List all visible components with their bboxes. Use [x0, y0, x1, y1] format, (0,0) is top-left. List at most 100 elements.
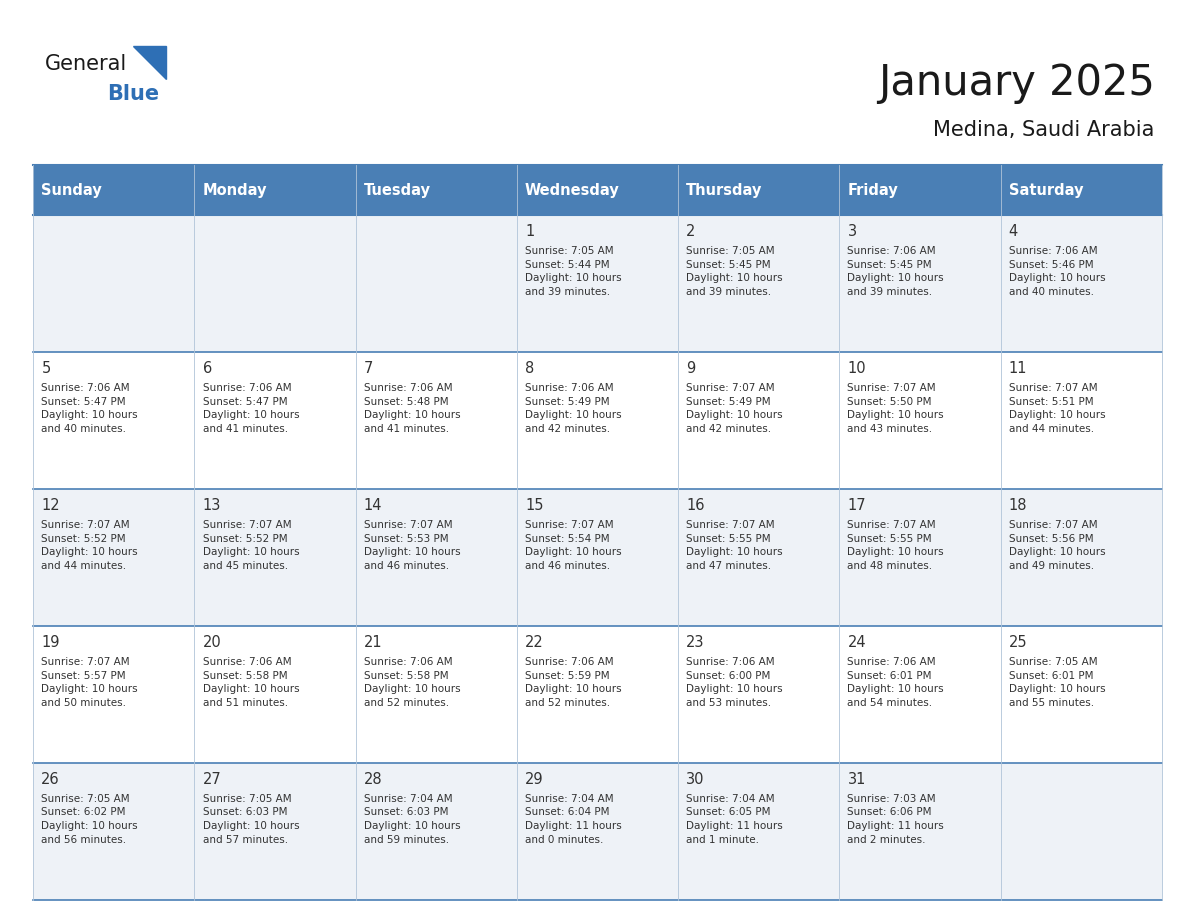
Text: Sunrise: 7:05 AM
Sunset: 6:01 PM
Daylight: 10 hours
and 55 minutes.: Sunrise: 7:05 AM Sunset: 6:01 PM Dayligh… [1009, 657, 1105, 708]
Bar [1000, 215, 1162, 352]
Bar [1000, 352, 1162, 488]
Text: 8: 8 [525, 361, 535, 376]
Bar [678, 215, 840, 352]
Text: Sunday: Sunday [42, 183, 102, 197]
Bar [33, 488, 195, 626]
Bar [355, 215, 517, 352]
Text: Sunrise: 7:05 AM
Sunset: 5:44 PM
Daylight: 10 hours
and 39 minutes.: Sunrise: 7:05 AM Sunset: 5:44 PM Dayligh… [525, 246, 621, 297]
Bar [33, 352, 195, 488]
Bar [195, 352, 355, 488]
Bar [840, 763, 1000, 900]
Bar [678, 165, 840, 215]
Text: 22: 22 [525, 635, 544, 650]
Text: General: General [45, 54, 127, 74]
Text: 4: 4 [1009, 224, 1018, 239]
Bar [355, 626, 517, 763]
Text: Monday: Monday [202, 183, 267, 197]
Bar [1000, 763, 1162, 900]
Bar [840, 626, 1000, 763]
Text: 21: 21 [364, 635, 383, 650]
Text: Sunrise: 7:07 AM
Sunset: 5:51 PM
Daylight: 10 hours
and 44 minutes.: Sunrise: 7:07 AM Sunset: 5:51 PM Dayligh… [1009, 383, 1105, 434]
Text: Friday: Friday [847, 183, 898, 197]
Bar [195, 626, 355, 763]
Text: 29: 29 [525, 772, 544, 787]
Text: 10: 10 [847, 361, 866, 376]
Bar [355, 352, 517, 488]
Text: Sunrise: 7:06 AM
Sunset: 5:47 PM
Daylight: 10 hours
and 40 minutes.: Sunrise: 7:06 AM Sunset: 5:47 PM Dayligh… [42, 383, 138, 434]
Text: Medina, Saudi Arabia: Medina, Saudi Arabia [934, 120, 1155, 140]
Text: Sunrise: 7:06 AM
Sunset: 5:45 PM
Daylight: 10 hours
and 39 minutes.: Sunrise: 7:06 AM Sunset: 5:45 PM Dayligh… [847, 246, 944, 297]
Text: Sunrise: 7:04 AM
Sunset: 6:05 PM
Daylight: 11 hours
and 1 minute.: Sunrise: 7:04 AM Sunset: 6:05 PM Dayligh… [687, 794, 783, 845]
Bar [840, 165, 1000, 215]
Text: 7: 7 [364, 361, 373, 376]
Text: 28: 28 [364, 772, 383, 787]
Bar [678, 626, 840, 763]
Bar [195, 488, 355, 626]
Text: 2: 2 [687, 224, 696, 239]
Text: 20: 20 [202, 635, 221, 650]
Text: Sunrise: 7:07 AM
Sunset: 5:49 PM
Daylight: 10 hours
and 42 minutes.: Sunrise: 7:07 AM Sunset: 5:49 PM Dayligh… [687, 383, 783, 434]
Text: Thursday: Thursday [687, 183, 763, 197]
Bar [355, 165, 517, 215]
Bar [195, 215, 355, 352]
Text: 30: 30 [687, 772, 704, 787]
Bar [1000, 626, 1162, 763]
Text: 17: 17 [847, 498, 866, 513]
Bar [1000, 488, 1162, 626]
Bar [1000, 165, 1162, 215]
Text: Sunrise: 7:07 AM
Sunset: 5:56 PM
Daylight: 10 hours
and 49 minutes.: Sunrise: 7:07 AM Sunset: 5:56 PM Dayligh… [1009, 520, 1105, 571]
Text: 27: 27 [202, 772, 221, 787]
Text: 9: 9 [687, 361, 695, 376]
Bar [678, 763, 840, 900]
Text: January 2025: January 2025 [878, 62, 1155, 104]
Text: Wednesday: Wednesday [525, 183, 620, 197]
Text: Sunrise: 7:06 AM
Sunset: 5:46 PM
Daylight: 10 hours
and 40 minutes.: Sunrise: 7:06 AM Sunset: 5:46 PM Dayligh… [1009, 246, 1105, 297]
Text: 12: 12 [42, 498, 59, 513]
Text: Sunrise: 7:03 AM
Sunset: 6:06 PM
Daylight: 11 hours
and 2 minutes.: Sunrise: 7:03 AM Sunset: 6:06 PM Dayligh… [847, 794, 944, 845]
Bar [517, 488, 678, 626]
Bar [517, 352, 678, 488]
Bar [517, 763, 678, 900]
Text: Sunrise: 7:06 AM
Sunset: 5:49 PM
Daylight: 10 hours
and 42 minutes.: Sunrise: 7:06 AM Sunset: 5:49 PM Dayligh… [525, 383, 621, 434]
Text: 25: 25 [1009, 635, 1028, 650]
Text: Sunrise: 7:07 AM
Sunset: 5:52 PM
Daylight: 10 hours
and 45 minutes.: Sunrise: 7:07 AM Sunset: 5:52 PM Dayligh… [202, 520, 299, 571]
Polygon shape [133, 46, 166, 79]
Text: 3: 3 [847, 224, 857, 239]
Text: 23: 23 [687, 635, 704, 650]
Text: Saturday: Saturday [1009, 183, 1083, 197]
Text: Sunrise: 7:04 AM
Sunset: 6:03 PM
Daylight: 10 hours
and 59 minutes.: Sunrise: 7:04 AM Sunset: 6:03 PM Dayligh… [364, 794, 461, 845]
Text: Sunrise: 7:07 AM
Sunset: 5:52 PM
Daylight: 10 hours
and 44 minutes.: Sunrise: 7:07 AM Sunset: 5:52 PM Dayligh… [42, 520, 138, 571]
Bar [840, 215, 1000, 352]
Text: 13: 13 [202, 498, 221, 513]
Text: 31: 31 [847, 772, 866, 787]
Text: 26: 26 [42, 772, 59, 787]
Bar [33, 215, 195, 352]
Text: Sunrise: 7:06 AM
Sunset: 5:47 PM
Daylight: 10 hours
and 41 minutes.: Sunrise: 7:06 AM Sunset: 5:47 PM Dayligh… [202, 383, 299, 434]
Text: Sunrise: 7:06 AM
Sunset: 6:00 PM
Daylight: 10 hours
and 53 minutes.: Sunrise: 7:06 AM Sunset: 6:00 PM Dayligh… [687, 657, 783, 708]
Bar [517, 215, 678, 352]
Text: 1: 1 [525, 224, 535, 239]
Bar [33, 626, 195, 763]
Text: Blue: Blue [107, 84, 159, 104]
Text: Sunrise: 7:06 AM
Sunset: 5:58 PM
Daylight: 10 hours
and 52 minutes.: Sunrise: 7:06 AM Sunset: 5:58 PM Dayligh… [364, 657, 461, 708]
Bar [517, 165, 678, 215]
Text: Sunrise: 7:06 AM
Sunset: 5:48 PM
Daylight: 10 hours
and 41 minutes.: Sunrise: 7:06 AM Sunset: 5:48 PM Dayligh… [364, 383, 461, 434]
Bar [840, 352, 1000, 488]
Bar [840, 488, 1000, 626]
Text: Sunrise: 7:07 AM
Sunset: 5:53 PM
Daylight: 10 hours
and 46 minutes.: Sunrise: 7:07 AM Sunset: 5:53 PM Dayligh… [364, 520, 461, 571]
Text: Sunrise: 7:07 AM
Sunset: 5:57 PM
Daylight: 10 hours
and 50 minutes.: Sunrise: 7:07 AM Sunset: 5:57 PM Dayligh… [42, 657, 138, 708]
Bar [678, 352, 840, 488]
Text: 6: 6 [202, 361, 211, 376]
Bar [355, 488, 517, 626]
Text: Sunrise: 7:06 AM
Sunset: 5:58 PM
Daylight: 10 hours
and 51 minutes.: Sunrise: 7:06 AM Sunset: 5:58 PM Dayligh… [202, 657, 299, 708]
Bar [195, 763, 355, 900]
Text: Sunrise: 7:05 AM
Sunset: 5:45 PM
Daylight: 10 hours
and 39 minutes.: Sunrise: 7:05 AM Sunset: 5:45 PM Dayligh… [687, 246, 783, 297]
Text: Sunrise: 7:06 AM
Sunset: 6:01 PM
Daylight: 10 hours
and 54 minutes.: Sunrise: 7:06 AM Sunset: 6:01 PM Dayligh… [847, 657, 944, 708]
Text: Sunrise: 7:07 AM
Sunset: 5:54 PM
Daylight: 10 hours
and 46 minutes.: Sunrise: 7:07 AM Sunset: 5:54 PM Dayligh… [525, 520, 621, 571]
Bar [195, 165, 355, 215]
Text: 19: 19 [42, 635, 59, 650]
Text: 16: 16 [687, 498, 704, 513]
Text: 11: 11 [1009, 361, 1028, 376]
Text: Sunrise: 7:06 AM
Sunset: 5:59 PM
Daylight: 10 hours
and 52 minutes.: Sunrise: 7:06 AM Sunset: 5:59 PM Dayligh… [525, 657, 621, 708]
Text: Sunrise: 7:05 AM
Sunset: 6:02 PM
Daylight: 10 hours
and 56 minutes.: Sunrise: 7:05 AM Sunset: 6:02 PM Dayligh… [42, 794, 138, 845]
